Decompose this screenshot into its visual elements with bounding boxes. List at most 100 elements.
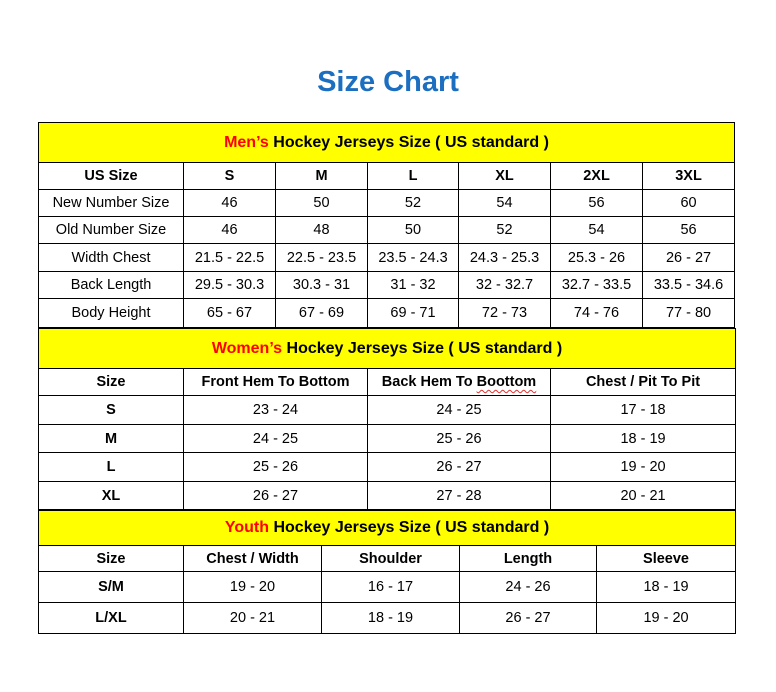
row-label: S/M	[38, 571, 184, 603]
column-header-row: US Size S M L XL 2XL 3XL	[38, 162, 736, 190]
table-cell: 27 - 28	[367, 481, 551, 510]
women-size-table: Women’s Hockey Jerseys Size ( US standar…	[37, 328, 737, 510]
table-cell: 18 - 19	[595, 571, 737, 603]
table-row: M 24 - 25 25 - 26 18 - 19	[38, 424, 737, 453]
column-header: S	[183, 162, 276, 190]
table-row: S/M 19 - 20 16 - 17 24 - 26 18 - 19	[38, 571, 737, 603]
column-header-text: Back Hem To	[381, 374, 477, 390]
table-cell: 16 - 17	[321, 571, 460, 603]
table-cell: 19 - 20	[549, 452, 737, 482]
table-cell: 18 - 19	[549, 424, 737, 453]
table-row: L/XL 20 - 21 18 - 19 26 - 27 19 - 20	[38, 602, 737, 634]
column-header: 3XL	[641, 162, 736, 190]
table-cell: 67 - 69	[275, 298, 368, 328]
column-header: L	[367, 162, 459, 190]
table-cell: 65 - 67	[183, 298, 276, 328]
table-cell: 69 - 71	[367, 298, 459, 328]
table-cell: 56	[641, 216, 736, 244]
row-label: Body Height	[38, 298, 184, 328]
table-cell: 32.7 - 33.5	[550, 271, 643, 299]
table-cell: 17 - 18	[549, 395, 737, 425]
table-cell: 23.5 - 24.3	[367, 243, 459, 272]
column-header: Front Hem To Bottom	[183, 368, 368, 396]
table-cell: 74 - 76	[550, 298, 643, 328]
table-cell: 26 - 27	[367, 452, 551, 482]
table-row: Body Height 65 - 67 67 - 69 69 - 71 72 - 73 7…	[38, 298, 736, 328]
column-header: Chest / Width	[183, 545, 322, 572]
table-cell: 25 - 26	[367, 424, 551, 453]
column-header: Length	[459, 545, 597, 572]
column-header-row: Size Front Hem To Bottom Back Hem To Boott…	[38, 368, 737, 396]
men-section-header: Men’s Hockey Jerseys Size ( US standard …	[37, 122, 736, 163]
table-row: S 23 - 24 24 - 25 17 - 18	[38, 395, 737, 425]
table-cell: 24 - 26	[459, 571, 597, 603]
column-header: Chest / Pit To Pit	[549, 368, 737, 396]
men-size-table: Men’s Hockey Jerseys Size ( US standard …	[37, 122, 736, 328]
table-cell: 23 - 24	[183, 395, 368, 425]
table-cell: 24 - 25	[183, 424, 368, 453]
table-cell: 50	[275, 189, 368, 217]
header-text: Hockey Jerseys Size ( US standard )	[282, 339, 563, 357]
table-cell: 19 - 20	[183, 571, 322, 603]
header-accent: Youth	[224, 519, 270, 536]
table-cell: 24 - 25	[367, 395, 551, 425]
column-header: Sleeve	[595, 545, 737, 572]
header-text: Hockey Jerseys Size ( US standard )	[269, 519, 550, 536]
table-row: Old Number Size 46 48 50 52 54 56	[38, 216, 736, 244]
row-label: New Number Size	[38, 189, 184, 217]
row-label: Old Number Size	[38, 216, 184, 244]
column-header: Back Hem To Boottom	[367, 368, 551, 396]
column-header: M	[275, 162, 368, 190]
row-label: XL	[38, 481, 184, 510]
column-header: Size	[38, 368, 184, 396]
column-header: XL	[458, 162, 551, 190]
table-cell: 29.5 - 30.3	[183, 271, 276, 299]
header-accent: Men’s	[224, 133, 269, 151]
table-cell: 30.3 - 31	[275, 271, 368, 299]
row-label: Width Chest	[38, 243, 184, 272]
table-cell: 26 - 27	[183, 481, 368, 510]
page-title: Size Chart	[317, 66, 459, 98]
youth-size-table: Youth Hockey Jerseys Size ( US standard …	[37, 510, 737, 634]
column-header: Size	[38, 545, 184, 572]
table-row: L 25 - 26 26 - 27 19 - 20	[38, 452, 737, 482]
row-label: S	[38, 395, 184, 425]
table-cell: 25 - 26	[183, 452, 368, 482]
table-cell: 21.5 - 22.5	[183, 243, 276, 272]
table-row: Width Chest 21.5 - 22.5 22.5 - 23.5 23.5 - …	[38, 243, 736, 272]
table-cell: 33.5 - 34.6	[641, 271, 736, 299]
table-cell: 60	[641, 189, 736, 217]
table-cell: 24.3 - 25.3	[458, 243, 551, 272]
table-cell: 32 - 32.7	[458, 271, 551, 299]
table-row: Back Length 29.5 - 30.3 30.3 - 31 31 - 32 32…	[38, 271, 736, 299]
table-cell: 72 - 73	[458, 298, 551, 328]
table-cell: 56	[550, 189, 643, 217]
table-cell: 18 - 19	[321, 602, 460, 634]
column-header-row: Size Chest / Width Shoulder Length Sleeve	[38, 545, 737, 572]
table-cell: 50	[367, 216, 459, 244]
table-cell: 19 - 20	[595, 602, 737, 634]
table-cell: 52	[458, 216, 551, 244]
table-cell: 20 - 21	[183, 602, 322, 634]
row-label: M	[38, 424, 184, 453]
header-accent: Women’s	[211, 339, 283, 357]
table-cell: 20 - 21	[549, 481, 737, 510]
table-cell: 54	[458, 189, 551, 217]
table-cell: 54	[550, 216, 643, 244]
row-label: L/XL	[38, 602, 184, 634]
table-cell: 26 - 27	[459, 602, 597, 634]
table-row: XL 26 - 27 27 - 28 20 - 21	[38, 481, 737, 510]
table-cell: 46	[183, 189, 276, 217]
table-cell: 52	[367, 189, 459, 217]
table-cell: 46	[183, 216, 276, 244]
column-header: 2XL	[550, 162, 643, 190]
column-header: US Size	[38, 162, 184, 190]
table-cell: 77 - 80	[641, 298, 736, 328]
misspelled-word: Boottom	[476, 374, 537, 390]
row-label: L	[38, 452, 184, 482]
column-header: Shoulder	[321, 545, 460, 572]
table-row: New Number Size 46 50 52 54 56 60	[38, 189, 736, 217]
table-cell: 25.3 - 26	[550, 243, 643, 272]
women-section-header: Women’s Hockey Jerseys Size ( US standar…	[37, 328, 737, 369]
table-cell: 22.5 - 23.5	[275, 243, 368, 272]
